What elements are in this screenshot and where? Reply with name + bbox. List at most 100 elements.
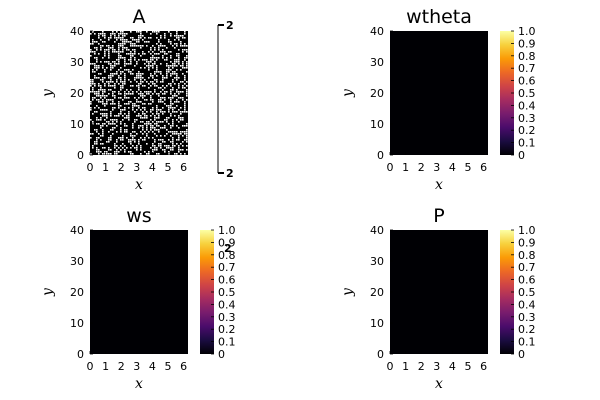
heatmap-cell	[172, 111, 174, 113]
heatmap-cell	[118, 55, 120, 57]
colorbar-tick-label: 0.5	[518, 87, 536, 100]
heatmap-cell	[166, 73, 168, 75]
heatmap-cell	[158, 129, 160, 131]
colorbar-tick-label: 0.6	[518, 75, 536, 88]
heatmap-cell	[168, 139, 170, 141]
heatmap-cell	[92, 43, 94, 45]
colorbar-tick-label: 0.3	[218, 311, 236, 324]
heatmap-cell	[108, 121, 110, 123]
heatmap-cell	[158, 101, 160, 103]
heatmap-cell	[178, 91, 180, 93]
heatmap-cell	[130, 51, 132, 53]
heatmap-cell	[154, 139, 156, 141]
heatmap-cell	[168, 145, 170, 147]
heatmap-cell	[170, 93, 172, 95]
heatmap-cell	[136, 85, 138, 87]
heatmap-cell	[102, 95, 104, 97]
heatmap-cell	[96, 137, 98, 139]
colorbar-tick-label: 0.6	[518, 274, 536, 287]
heatmap-cell	[134, 45, 136, 47]
heatmap-cell	[182, 65, 184, 67]
heatmap-cell	[158, 121, 160, 123]
heatmap-cell	[168, 153, 170, 155]
heatmap-cell	[134, 121, 136, 123]
heatmap-cell	[106, 95, 108, 97]
heatmap-cell	[186, 133, 188, 135]
heatmap-cell	[154, 149, 156, 151]
y-tick-label: 40	[70, 25, 84, 38]
heatmap-cell	[142, 95, 144, 97]
heatmap-cell	[114, 123, 116, 125]
heatmap-cell	[184, 49, 186, 51]
heatmap-cell	[128, 113, 130, 115]
heatmap-cell	[158, 143, 160, 145]
heatmap-cell	[162, 79, 164, 81]
heatmap-cell	[180, 113, 182, 115]
heatmap-cell	[176, 79, 178, 81]
heatmap-cell	[156, 67, 158, 69]
heatmap-cell	[108, 137, 110, 139]
heatmap-cell	[94, 141, 96, 143]
heatmap-cell	[128, 59, 130, 61]
heatmap-cell	[172, 125, 174, 127]
heatmap-cell	[96, 105, 98, 107]
heatmap-cell	[116, 119, 118, 121]
heatmap-cell	[98, 93, 100, 95]
heatmap-cell	[136, 115, 138, 117]
heatmap-cell	[166, 65, 168, 67]
heatmap-cell	[184, 125, 186, 127]
heatmap-cell	[114, 91, 116, 93]
heatmap-cell	[146, 125, 148, 127]
heatmap-cell	[114, 87, 116, 89]
heatmap-cell	[104, 151, 106, 153]
heatmap-cell	[164, 141, 166, 143]
heatmap-cell	[152, 143, 154, 145]
heatmap-cell	[96, 69, 98, 71]
heatmap-cell	[166, 57, 168, 59]
heatmap-cell	[150, 33, 152, 35]
heatmap-cell	[108, 51, 110, 53]
heatmap-cell	[182, 73, 184, 75]
heatmap-cell	[158, 145, 160, 147]
heatmap-cell	[118, 107, 120, 109]
heatmap-cell	[136, 39, 138, 41]
heatmap-cell	[152, 125, 154, 127]
heatmap-cell	[116, 79, 118, 81]
heatmap-cell	[120, 57, 122, 59]
heatmap-cell	[170, 101, 172, 103]
heatmap-cell	[176, 69, 178, 71]
heatmap-cell	[132, 37, 134, 39]
heatmap-cell	[146, 115, 148, 117]
heatmap-cell	[126, 53, 128, 55]
heatmap-cell	[124, 95, 126, 97]
heatmap-cell	[154, 119, 156, 121]
heatmap-cell	[128, 41, 130, 43]
x-tick-label: 3	[433, 161, 440, 174]
heatmap-cell	[156, 69, 158, 71]
heatmap-cell	[156, 81, 158, 83]
heatmap-cell	[100, 79, 102, 81]
colorbar-tick-label: 0.5	[518, 286, 536, 299]
heatmap-cell	[112, 103, 114, 105]
heatmap-cell	[118, 45, 120, 47]
heatmap-cell	[124, 43, 126, 45]
heatmap-cell	[170, 103, 172, 105]
heatmap-cell	[144, 85, 146, 87]
heatmap-cell	[94, 53, 96, 55]
x-axis-label: x	[135, 376, 143, 392]
heatmap-cell	[152, 81, 154, 83]
heatmap-cell	[182, 49, 184, 51]
heatmap-cell	[160, 91, 162, 93]
heatmap-cell	[122, 115, 124, 117]
colorbar-tick-label: 2	[226, 19, 234, 32]
heatmap-cell	[140, 149, 142, 151]
heatmap-cell	[112, 99, 114, 101]
heatmap-cell	[162, 107, 164, 109]
heatmap-cell	[146, 59, 148, 61]
heatmap-cell	[150, 119, 152, 121]
heatmap-cell	[130, 101, 132, 103]
heatmap-cell	[142, 113, 144, 115]
heatmap-cell	[174, 73, 176, 75]
heatmap-cell	[186, 139, 188, 141]
heatmap-cell	[134, 119, 136, 121]
